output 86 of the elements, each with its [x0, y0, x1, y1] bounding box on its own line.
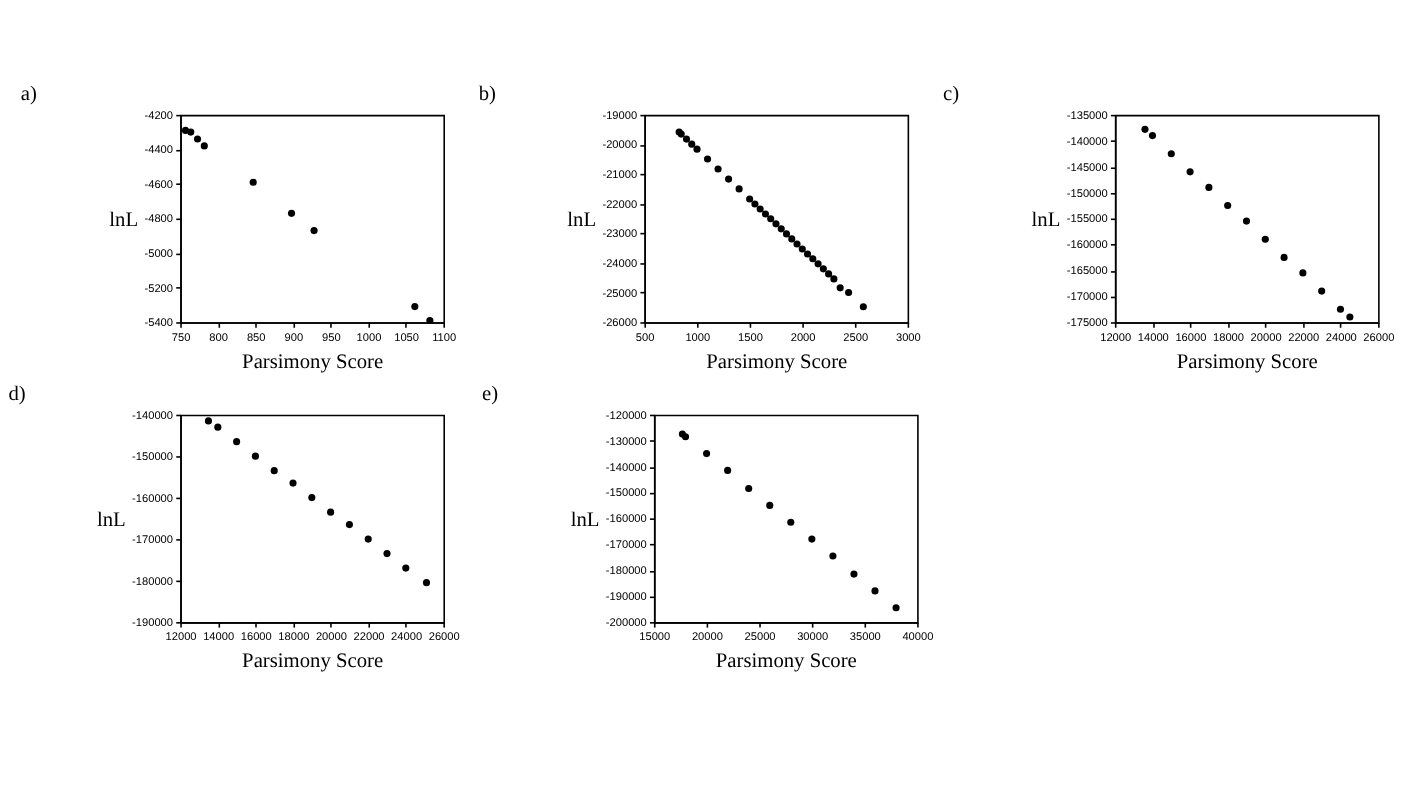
point [782, 230, 791, 238]
text: c) [943, 84, 960, 107]
point [364, 535, 372, 543]
point [814, 260, 822, 268]
point [204, 417, 212, 425]
point [859, 303, 867, 311]
point [270, 467, 278, 475]
text: e) [482, 384, 499, 407]
y-axis-title: lnL [96, 509, 126, 532]
point [383, 550, 391, 558]
point [327, 508, 335, 516]
point [693, 145, 701, 153]
point [1336, 305, 1345, 313]
chart-title: a) [20, 84, 37, 107]
y-axis-title: lnL [1031, 209, 1061, 232]
point [402, 564, 410, 572]
point [735, 185, 743, 193]
point [767, 215, 775, 223]
point [251, 452, 259, 460]
point [830, 275, 838, 283]
point [1346, 313, 1354, 321]
point [845, 288, 853, 297]
point [825, 270, 833, 278]
point [772, 220, 780, 228]
point [1280, 253, 1288, 261]
point [1167, 150, 1175, 158]
point [1205, 183, 1213, 191]
point [746, 195, 754, 203]
point [892, 604, 900, 612]
point [1186, 168, 1194, 176]
point [803, 250, 812, 258]
point [766, 501, 774, 509]
y-axis-title: lnL [567, 209, 597, 232]
point [426, 316, 434, 325]
text: b) [478, 84, 497, 107]
point [422, 579, 431, 587]
point [308, 494, 316, 502]
point [809, 255, 817, 263]
point [871, 587, 879, 595]
point [777, 225, 785, 233]
point [688, 140, 696, 148]
point [703, 450, 711, 458]
point [214, 423, 222, 431]
x-axis-title: Parsimony Score [715, 651, 858, 674]
point [829, 552, 837, 560]
y-axis-title: lnL [570, 509, 600, 532]
point [310, 227, 318, 235]
point [1318, 287, 1326, 295]
point [756, 205, 764, 213]
point [249, 178, 257, 186]
point [1141, 125, 1149, 133]
x-axis-title: Parsimony Score [1176, 351, 1319, 374]
point [411, 303, 419, 311]
point [1224, 201, 1232, 210]
point [793, 240, 801, 248]
point [1148, 132, 1157, 140]
point [703, 155, 712, 163]
x-axis-title: Parsimony Score [706, 351, 849, 374]
point [1299, 269, 1307, 277]
point [808, 535, 816, 543]
point [1261, 235, 1269, 243]
point [287, 209, 296, 217]
point [289, 479, 297, 487]
point [193, 135, 202, 143]
x-axis-title: Parsimony Score [242, 651, 384, 674]
point [798, 245, 806, 253]
point [714, 165, 722, 173]
text: d) [8, 384, 26, 407]
point [836, 284, 844, 292]
point [819, 265, 827, 273]
y-axis-title: lnL [109, 209, 139, 232]
point [761, 210, 769, 218]
point [788, 235, 796, 243]
point [745, 484, 753, 493]
point [1242, 217, 1251, 225]
x-axis-title: Parsimony Score [242, 351, 384, 374]
point [850, 570, 858, 578]
point [187, 128, 195, 136]
point [725, 175, 733, 183]
point [200, 142, 208, 150]
point [787, 518, 795, 526]
point [682, 135, 691, 143]
point [233, 438, 241, 446]
point [724, 466, 732, 474]
point [345, 521, 353, 529]
point [751, 200, 759, 208]
